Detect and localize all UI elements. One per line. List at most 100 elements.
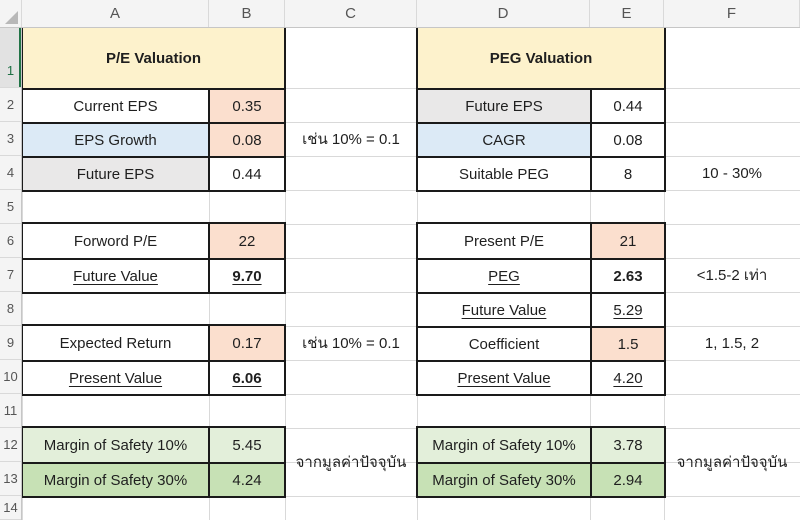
- cell-e9[interactable]: 1.5: [590, 328, 664, 360]
- row-header-2[interactable]: 2: [0, 88, 21, 122]
- cell-e12[interactable]: 3.78: [590, 428, 664, 462]
- row-header-5[interactable]: 5: [0, 190, 21, 224]
- cell-c9-hint[interactable]: เช่น 10% = 0.1: [302, 335, 400, 352]
- table-row: Forword P/E 22: [23, 224, 284, 258]
- cell-a7[interactable]: Future Value: [73, 267, 158, 285]
- table-row: PEG 2.63: [418, 258, 664, 292]
- cell-e2[interactable]: 0.44: [590, 90, 664, 122]
- cell-d12[interactable]: Margin of Safety 10%: [418, 428, 590, 462]
- cell-f7-hint[interactable]: <1.5-2 เท่า: [696, 267, 768, 284]
- row-header-12[interactable]: 12: [0, 428, 21, 462]
- cell-f12-hint[interactable]: จากมูลค่าปัจจุบัน: [676, 454, 788, 471]
- row-header-1[interactable]: 1: [0, 28, 21, 88]
- cell-b3[interactable]: 0.08: [208, 124, 284, 156]
- cell-e7[interactable]: 2.63: [590, 260, 664, 292]
- cell-e13[interactable]: 2.94: [590, 464, 664, 496]
- table-row: Margin of Safety 30% 4.24: [23, 462, 284, 496]
- row-header-4[interactable]: 4: [0, 156, 21, 190]
- peg-calculation-table: Present P/E 21 PEG 2.63 Future Value 5.2…: [416, 222, 666, 396]
- table-row: Suitable PEG 8: [418, 156, 664, 190]
- cell-b6[interactable]: 22: [208, 224, 284, 258]
- pe-valuation-table: P/E Valuation Current EPS 0.35 EPS Growt…: [21, 26, 286, 192]
- select-all-icon: [5, 11, 18, 24]
- table-row: P/E Valuation: [23, 28, 284, 88]
- pe-forward-table: Forword P/E 22 Future Value 9.70: [21, 222, 286, 294]
- row-header-7[interactable]: 7: [0, 258, 21, 292]
- table-row: Expected Return 0.17: [23, 326, 284, 360]
- cell-b10[interactable]: 6.06: [208, 362, 284, 394]
- cell-a3[interactable]: EPS Growth: [23, 124, 208, 156]
- cell-b2[interactable]: 0.35: [208, 90, 284, 122]
- table-row: Margin of Safety 10% 3.78: [418, 428, 664, 462]
- cell-d1[interactable]: PEG Valuation: [418, 28, 664, 88]
- row-header-13[interactable]: 13: [0, 462, 21, 496]
- cell-d4[interactable]: Suitable PEG: [458, 165, 550, 183]
- table-row: Future Value 5.29: [418, 292, 664, 326]
- cell-e6[interactable]: 21: [590, 224, 664, 258]
- column-header-e[interactable]: E: [590, 0, 664, 27]
- row-header-bar: 1 2 3 4 5 6 7 8 9 10 11 12 13 14: [0, 28, 22, 520]
- cell-a4[interactable]: Future EPS: [23, 158, 208, 190]
- column-header-c[interactable]: C: [285, 0, 417, 27]
- cell-a2[interactable]: Current EPS: [73, 97, 158, 115]
- table-row: Future EPS 0.44: [23, 156, 284, 190]
- select-all-corner[interactable]: [0, 0, 22, 27]
- peg-valuation-table: PEG Valuation Future EPS 0.44 CAGR 0.08 …: [416, 26, 666, 192]
- cell-c12-hint[interactable]: จากมูลค่าปัจจุบัน: [295, 454, 407, 471]
- cell-c3-hint[interactable]: เช่น 10% = 0.1: [302, 131, 400, 148]
- column-header-d[interactable]: D: [417, 0, 590, 27]
- table-row: Margin of Safety 10% 5.45: [23, 428, 284, 462]
- cell-d7[interactable]: PEG: [488, 267, 520, 285]
- table-row: Present Value 6.06: [23, 360, 284, 394]
- table-row: CAGR 0.08: [418, 122, 664, 156]
- row-header-10[interactable]: 10: [0, 360, 21, 394]
- cell-d3[interactable]: CAGR: [418, 124, 590, 156]
- table-row: Margin of Safety 30% 2.94: [418, 462, 664, 496]
- row-header-3[interactable]: 3: [0, 122, 21, 156]
- table-row: Future EPS 0.44: [418, 88, 664, 122]
- cell-a1[interactable]: P/E Valuation: [23, 28, 284, 88]
- table-row: PEG Valuation: [418, 28, 664, 88]
- cell-b9[interactable]: 0.17: [208, 326, 284, 360]
- column-header-f[interactable]: F: [664, 0, 800, 27]
- cell-b13[interactable]: 4.24: [208, 464, 284, 496]
- cell-b12[interactable]: 5.45: [208, 428, 284, 462]
- cell-a6[interactable]: Forword P/E: [73, 232, 158, 250]
- peg-margin-of-safety-table: Margin of Safety 10% 3.78 Margin of Safe…: [416, 426, 666, 498]
- column-header-b[interactable]: B: [209, 0, 285, 27]
- cell-d8[interactable]: Future Value: [461, 301, 547, 319]
- table-row: Coefficient 1.5: [418, 326, 664, 360]
- cell-b7[interactable]: 9.70: [208, 260, 284, 292]
- table-row: Current EPS 0.35: [23, 88, 284, 122]
- cell-f9-hint[interactable]: 1, 1.5, 2: [704, 334, 760, 352]
- cell-e10[interactable]: 4.20: [590, 362, 664, 394]
- cell-e4[interactable]: 8: [590, 158, 664, 190]
- table-row: Future Value 9.70: [23, 258, 284, 292]
- pe-present-table: Expected Return 0.17 Present Value 6.06: [21, 324, 286, 396]
- cell-f4-hint[interactable]: 10 - 30%: [701, 164, 763, 182]
- column-header-a[interactable]: A: [22, 0, 209, 27]
- table-row: Present Value 4.20: [418, 360, 664, 394]
- row-header-14[interactable]: 14: [0, 496, 21, 520]
- cell-a13[interactable]: Margin of Safety 30%: [23, 464, 208, 496]
- cell-d9[interactable]: Coefficient: [468, 335, 540, 353]
- cell-d10[interactable]: Present Value: [457, 369, 551, 387]
- row-header-11[interactable]: 11: [0, 394, 21, 428]
- cell-a10[interactable]: Present Value: [68, 369, 163, 387]
- row-header-6[interactable]: 6: [0, 224, 21, 258]
- row-header-8[interactable]: 8: [0, 292, 21, 326]
- cell-a12[interactable]: Margin of Safety 10%: [23, 428, 208, 462]
- table-row: EPS Growth 0.08: [23, 122, 284, 156]
- cell-e8[interactable]: 5.29: [590, 294, 664, 326]
- cell-a9[interactable]: Expected Return: [59, 334, 172, 352]
- table-row: Present P/E 21: [418, 224, 664, 258]
- cell-d2[interactable]: Future EPS: [418, 90, 590, 122]
- column-header-bar: A B C D E F: [0, 0, 800, 28]
- cell-d13[interactable]: Margin of Safety 30%: [418, 464, 590, 496]
- cell-b4[interactable]: 0.44: [208, 158, 284, 190]
- row-header-9[interactable]: 9: [0, 326, 21, 360]
- cell-d6[interactable]: Present P/E: [463, 232, 545, 250]
- pe-margin-of-safety-table: Margin of Safety 10% 5.45 Margin of Safe…: [21, 426, 286, 498]
- cell-e3[interactable]: 0.08: [590, 124, 664, 156]
